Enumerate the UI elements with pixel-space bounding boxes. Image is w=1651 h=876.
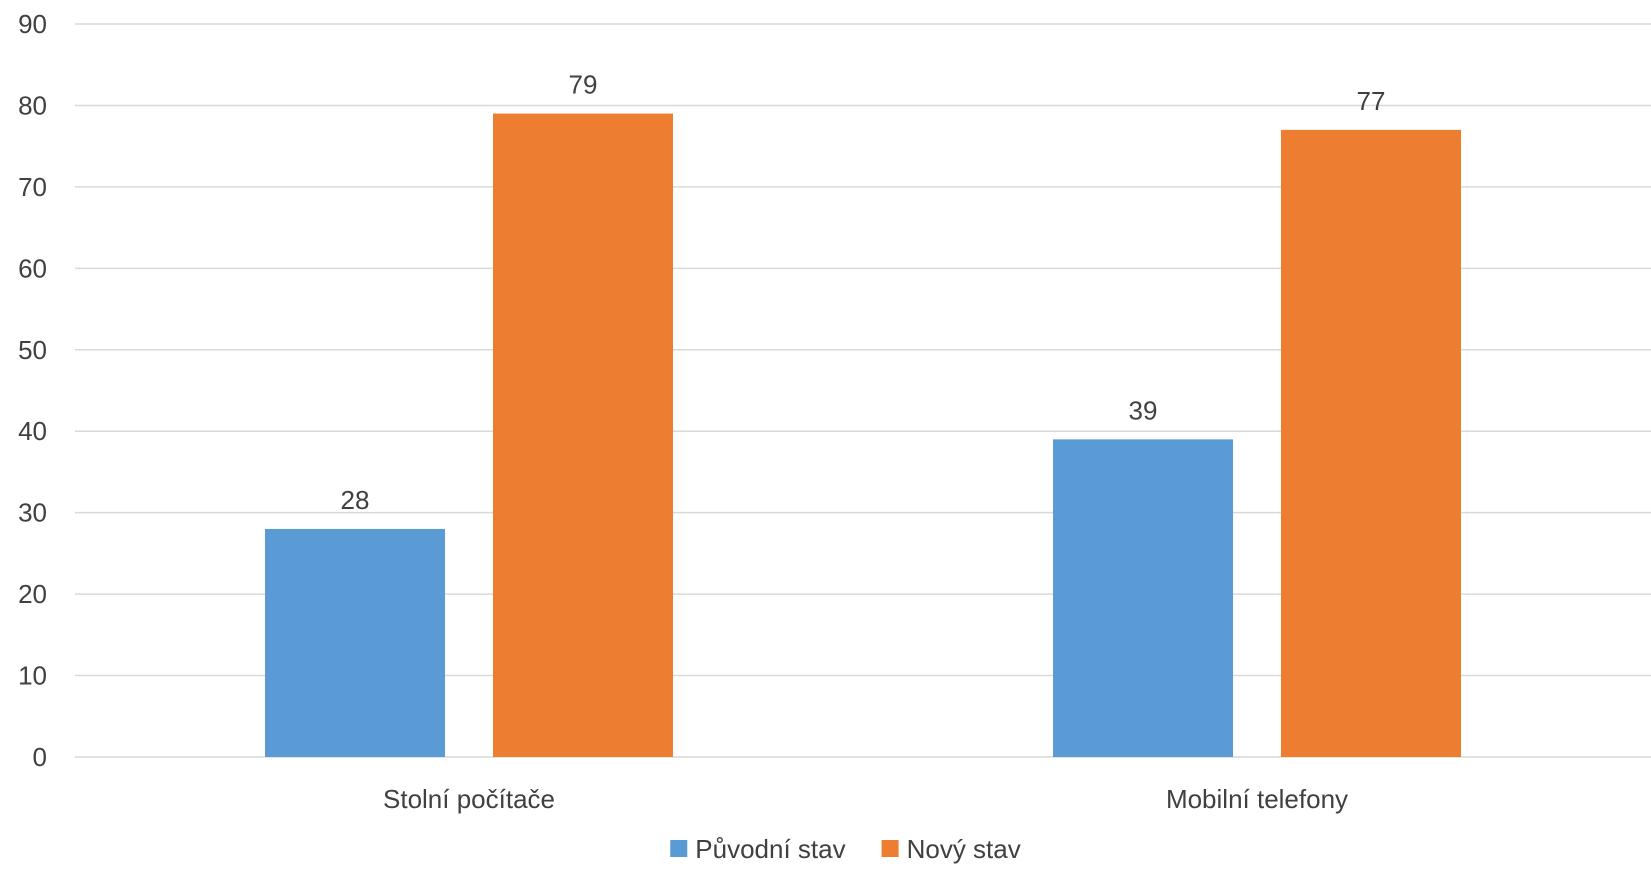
y-tick-label: 30	[18, 498, 47, 528]
y-tick-label: 90	[18, 9, 47, 39]
y-tick-label: 60	[18, 253, 47, 283]
y-axis-tick-labels: 0 10 20 30 40 50 60 70 80 90	[18, 9, 47, 772]
y-tick-label: 70	[18, 172, 47, 202]
legend-swatch	[881, 840, 899, 857]
x-category-label: Stolní počítače	[383, 784, 555, 814]
legend-swatch	[670, 840, 688, 857]
data-labels: 28 79 39 77	[341, 70, 1386, 515]
data-label: 79	[569, 70, 598, 100]
legend-label: Nový stav	[907, 834, 1021, 864]
legend-label: Původní stav	[695, 834, 845, 864]
bar-novy-stav-1	[1281, 129, 1461, 757]
bar-puvodni-stav-0	[265, 528, 445, 757]
y-tick-label: 40	[18, 416, 47, 446]
bar-novy-stav-0	[493, 113, 673, 758]
y-tick-label: 10	[18, 661, 47, 691]
y-tick-label: 50	[18, 335, 47, 365]
data-label: 39	[1129, 395, 1158, 425]
x-axis-category-labels: Stolní počítače Mobilní telefony	[383, 784, 1348, 814]
bars	[265, 113, 1461, 758]
legend: Původní stav Nový stav	[670, 834, 1021, 864]
data-label: 77	[1357, 86, 1386, 116]
x-category-label: Mobilní telefony	[1166, 784, 1348, 814]
y-tick-label: 0	[33, 742, 47, 772]
bar-puvodni-stav-1	[1053, 439, 1233, 757]
y-tick-label: 20	[18, 579, 47, 609]
y-tick-label: 80	[18, 90, 47, 120]
data-label: 28	[341, 485, 370, 515]
